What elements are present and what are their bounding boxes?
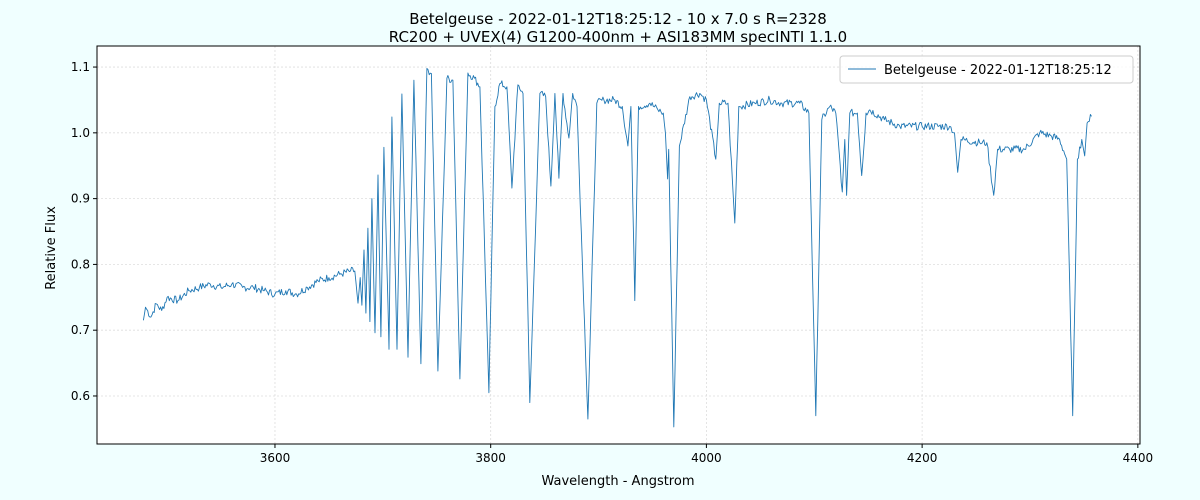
- plot-area: [97, 46, 1140, 444]
- y-axis-label: Relative Flux: [44, 206, 59, 290]
- y-tick-label: 0.7: [71, 323, 90, 337]
- spectrum-line: [142, 67, 1092, 428]
- legend-box: [839, 55, 1134, 84]
- y-tick-label: 1.1: [71, 60, 90, 74]
- legend: Betelgeuse - 2022-01-12T18:25:12: [839, 55, 1134, 84]
- chart-title-line-2: RC200 + UVEX(4) G1200-400nm + ASI183MM s…: [389, 28, 847, 46]
- y-tick-label: 1.0: [71, 126, 90, 140]
- x-tick-label: 4000: [691, 451, 722, 465]
- x-axis-label: Wavelength - Angstrom: [541, 474, 694, 489]
- x-tick-label: 4200: [907, 451, 938, 465]
- plot-frame: [96, 45, 1141, 445]
- y-tick-label: 0.8: [71, 257, 90, 271]
- x-tick-label: 3800: [475, 451, 506, 465]
- x-tick-label: 3600: [260, 451, 291, 465]
- y-tick-label: 0.6: [71, 389, 90, 403]
- x-tick-label: 4400: [1123, 451, 1154, 465]
- legend-label: Betelgeuse - 2022-01-12T18:25:12: [884, 63, 1112, 78]
- y-tick-label: 0.9: [71, 192, 90, 206]
- chart-title-line-1: Betelgeuse - 2022-01-12T18:25:12 - 10 x …: [409, 10, 827, 28]
- axis-ticks: 3600 3800 4000 4200 4400 0.6 0.7 0.8 0.9 1.0 1.1: [71, 60, 1153, 465]
- series-group: [142, 67, 1092, 428]
